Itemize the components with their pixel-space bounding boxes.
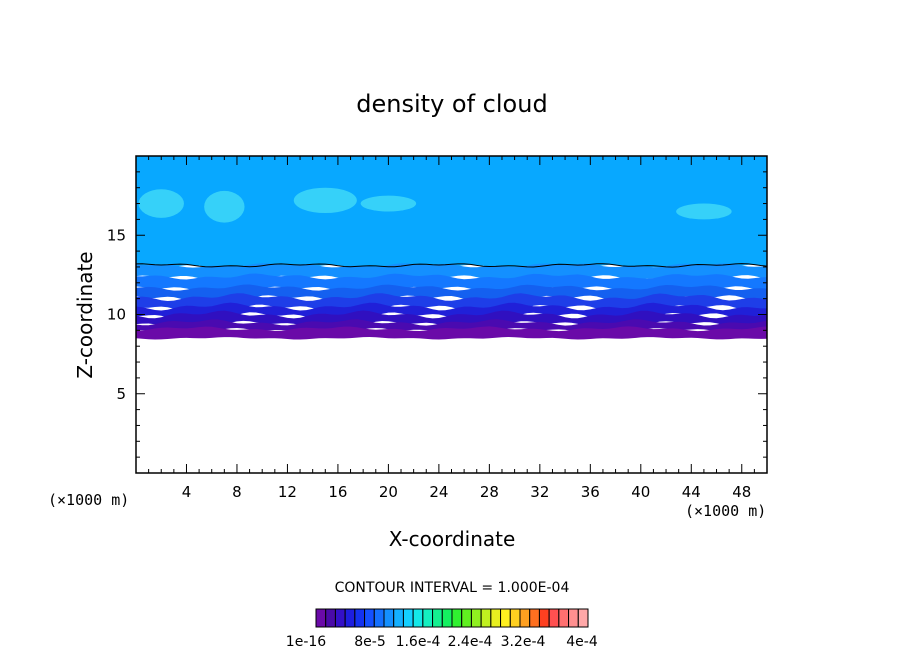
colorbar-swatch <box>577 608 589 628</box>
bright-patch <box>138 189 184 218</box>
x-tick-label: 16 <box>328 483 347 501</box>
x-tick-label: 28 <box>480 483 499 501</box>
bright-patch <box>360 195 417 212</box>
colorbar-swatch <box>568 608 579 628</box>
colorbar-swatch <box>529 608 540 628</box>
colorbar-swatch <box>402 608 414 628</box>
x-tick-label: 8 <box>232 483 242 501</box>
bright-patch <box>204 190 245 223</box>
colorbar-label: 1e-16 <box>286 634 326 650</box>
colorbar-swatch <box>334 608 346 628</box>
contour-interval-label: CONTOUR INTERVAL = 1.000E-04 <box>335 580 570 596</box>
colorbar-swatch <box>470 608 482 628</box>
x-tick-label: 44 <box>682 483 701 501</box>
chart-title: density of cloud <box>356 90 547 118</box>
y-tick-label: 5 <box>116 385 126 403</box>
x-tick-label: 48 <box>732 483 751 501</box>
colorbar-swatch <box>422 608 434 628</box>
contour-line <box>136 263 767 268</box>
colorbar-swatch <box>393 608 404 628</box>
colorbar <box>315 608 589 628</box>
colorbar-swatch <box>548 608 560 628</box>
colorbar-label: 2.4e-4 <box>448 634 493 650</box>
colorbar-label: 4e-4 <box>566 634 598 650</box>
y-unit-label: (×1000 m) <box>48 491 129 509</box>
band-upper <box>136 156 767 270</box>
bright-patch <box>293 187 357 214</box>
colorbar-swatch <box>538 608 550 628</box>
colorbar-swatch <box>315 608 327 628</box>
colorbar-swatch <box>519 608 531 628</box>
x-axis-label: X-coordinate <box>389 527 516 551</box>
bright-patch <box>676 203 732 220</box>
x-tick-label: 40 <box>631 483 650 501</box>
x-tick-label: 36 <box>581 483 600 501</box>
colorbar-swatch <box>500 608 511 628</box>
colorbar-swatch <box>354 608 366 628</box>
x-tick-label: 32 <box>530 483 549 501</box>
x-tick-label: 4 <box>182 483 192 501</box>
y-axis-label: Z-coordinate <box>73 251 97 378</box>
band-base <box>136 326 767 340</box>
colorbar-label: 1.6e-4 <box>396 634 441 650</box>
x-unit-label: (×1000 m) <box>685 502 766 520</box>
colorbar-swatch <box>364 608 375 628</box>
band-10 <box>136 284 767 303</box>
x-tick-label: 24 <box>429 483 448 501</box>
colorbar-swatch <box>344 608 356 628</box>
x-tick-label: 20 <box>379 483 398 501</box>
y-tick-label: 15 <box>107 226 126 244</box>
colorbar-swatch <box>412 608 424 628</box>
colorbar-swatch <box>558 608 570 628</box>
colorbar-label: 8e-5 <box>354 634 385 650</box>
colorbar-labels: 1e-16 8e-5 1.6e-4 2.4e-4 3.2e-4 4e-4 <box>286 634 598 650</box>
colorbar-swatch <box>480 608 492 628</box>
y-tick-label: 10 <box>107 306 126 324</box>
colorbar-swatch <box>509 608 521 628</box>
colorbar-swatch <box>461 608 472 628</box>
colorbar-swatch <box>383 608 395 628</box>
colorbar-swatch <box>373 608 385 628</box>
colorbar-swatch <box>432 608 443 628</box>
colorbar-swatch <box>451 608 463 628</box>
colorbar-swatch <box>441 608 453 628</box>
x-tick-label: 12 <box>278 483 297 501</box>
colorbar-label: 3.2e-4 <box>501 634 546 650</box>
colorbar-swatch <box>490 608 502 628</box>
colorbar-swatch <box>325 608 336 628</box>
